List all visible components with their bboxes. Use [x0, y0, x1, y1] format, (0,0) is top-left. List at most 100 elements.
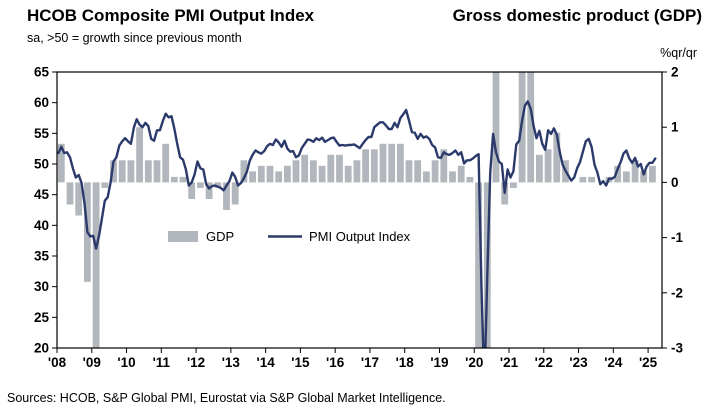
legend-gdp-label: GDP: [206, 229, 234, 244]
gdp-bar: [240, 160, 248, 183]
gdp-bar: [257, 165, 265, 183]
left-axis-tick-label: 50: [34, 157, 49, 172]
gdp-bar: [66, 182, 74, 205]
gdp-bar: [579, 176, 587, 183]
gdp-bar: [318, 165, 326, 183]
left-axis-tick-label: 60: [34, 95, 49, 110]
gdp-bar: [466, 176, 474, 183]
x-axis-tick-label: '21: [500, 355, 519, 370]
gdp-bar: [379, 143, 387, 183]
left-axis-tick-label: 30: [34, 279, 49, 294]
pmi-line: [57, 100, 657, 348]
gdp-bar: [284, 165, 291, 183]
gdp-bar: [475, 182, 482, 348]
gdp-bar: [197, 182, 204, 188]
x-axis-tick-label: '10: [117, 355, 135, 370]
x-axis-tick-label: '14: [257, 355, 276, 370]
gdp-bar: [275, 171, 283, 183]
gdp-bar: [344, 165, 352, 183]
gdp-bar: [57, 143, 65, 183]
gdp-bar: [92, 182, 100, 348]
gdp-bar: [588, 176, 595, 183]
gdp-bar: [301, 154, 309, 183]
x-axis-tick-label: '20: [465, 355, 483, 370]
gdp-bar: [631, 160, 639, 183]
gdp-bar: [231, 182, 239, 205]
gdp-bar: [110, 160, 117, 183]
x-axis-tick-label: '15: [291, 355, 310, 370]
plot-frame: [56, 71, 663, 349]
gdp-bar: [510, 182, 517, 188]
gdp-bar: [536, 154, 543, 183]
gdp-bar: [162, 143, 170, 183]
gdp-bar: [544, 149, 552, 183]
right-title: Gross domestic product (GDP): [452, 6, 702, 25]
gdp-bar: [310, 160, 317, 183]
gdp-bar: [449, 171, 456, 183]
axes: 20 25 30 35 40 45 50 55 60 65 -3 -2 -1 0 1 2 '08 '09 '10 '1…: [34, 65, 684, 371]
gdp-bar: [405, 160, 413, 183]
x-axis-tick-label: '18: [396, 355, 415, 370]
gdp-bar: [431, 160, 439, 183]
gdp-bar: [527, 72, 535, 183]
gdp-bar: [179, 176, 187, 183]
gdp-bar: [292, 160, 300, 183]
legend-gdp-swatch: [168, 231, 198, 242]
gdp-bar: [640, 171, 648, 183]
gdp-bars: [57, 72, 656, 348]
left-axis-tick-label: 40: [34, 218, 49, 233]
gdp-bar: [397, 143, 404, 183]
gdp-bar: [127, 160, 135, 183]
x-axis-tick-label: '13: [222, 355, 241, 370]
gdp-bar: [553, 132, 561, 183]
right-axis-tick-label: -1: [671, 230, 683, 245]
gdp-bar: [649, 165, 656, 183]
gdp-bar: [353, 160, 361, 183]
right-axis-tick-label: 1: [671, 120, 679, 135]
x-axis-tick-label: '24: [604, 355, 623, 370]
gdp-bar: [188, 182, 196, 199]
x-axis-tick-label: '09: [83, 355, 101, 370]
left-axis-tick-label: 20: [34, 341, 49, 356]
gdp-bar: [362, 149, 369, 183]
right-axis-tick-label: 2: [671, 65, 679, 80]
gdp-bar: [423, 171, 430, 183]
gdp-bar: [249, 171, 256, 183]
gdp-bar: [75, 182, 83, 216]
left-axis-tick-label: 35: [34, 249, 50, 264]
legend-pmi-label: PMI Output Index: [309, 229, 411, 244]
gdp-bar: [153, 160, 161, 183]
gdp-bar: [223, 182, 230, 210]
x-axis-tick-label: '19: [430, 355, 448, 370]
gdp-bar: [414, 160, 422, 183]
x-axis-tick-label: '08: [48, 355, 67, 370]
source-note: Sources: HCOB, S&P Global PMI, Eurostat …: [7, 391, 446, 405]
x-axis-tick-label: '17: [361, 355, 379, 370]
x-axis-tick-label: '23: [569, 355, 588, 370]
left-title: HCOB Composite PMI Output Index: [27, 6, 315, 25]
left-axis-tick-label: 25: [34, 310, 50, 325]
gdp-bar: [492, 72, 500, 183]
right-axis-tick-label: -2: [671, 285, 683, 300]
gdp-bar: [623, 171, 630, 183]
gdp-bar: [440, 149, 448, 183]
right-axis-tick-label: 0: [671, 175, 679, 190]
left-axis-tick-label: 65: [34, 65, 50, 80]
left-subtitle: sa, >50 = growth since previous month: [27, 31, 242, 45]
x-axis-tick-label: '22: [535, 355, 553, 370]
gdp-bar: [136, 127, 143, 183]
left-axis-tick-label: 45: [34, 187, 50, 202]
x-axis-tick-label: '16: [326, 355, 345, 370]
gdp-bar: [336, 154, 343, 183]
x-axis-tick-label: '11: [153, 355, 171, 370]
x-axis-tick-label: '25: [639, 355, 658, 370]
gdp-bar: [214, 182, 222, 188]
gdp-bar: [205, 182, 213, 199]
gdp-bar: [388, 143, 396, 183]
gdp-bar: [327, 154, 335, 183]
gdp-bar: [614, 165, 622, 183]
legend: GDP PMI Output Index: [168, 229, 411, 244]
x-axis-tick-label: '12: [187, 355, 205, 370]
